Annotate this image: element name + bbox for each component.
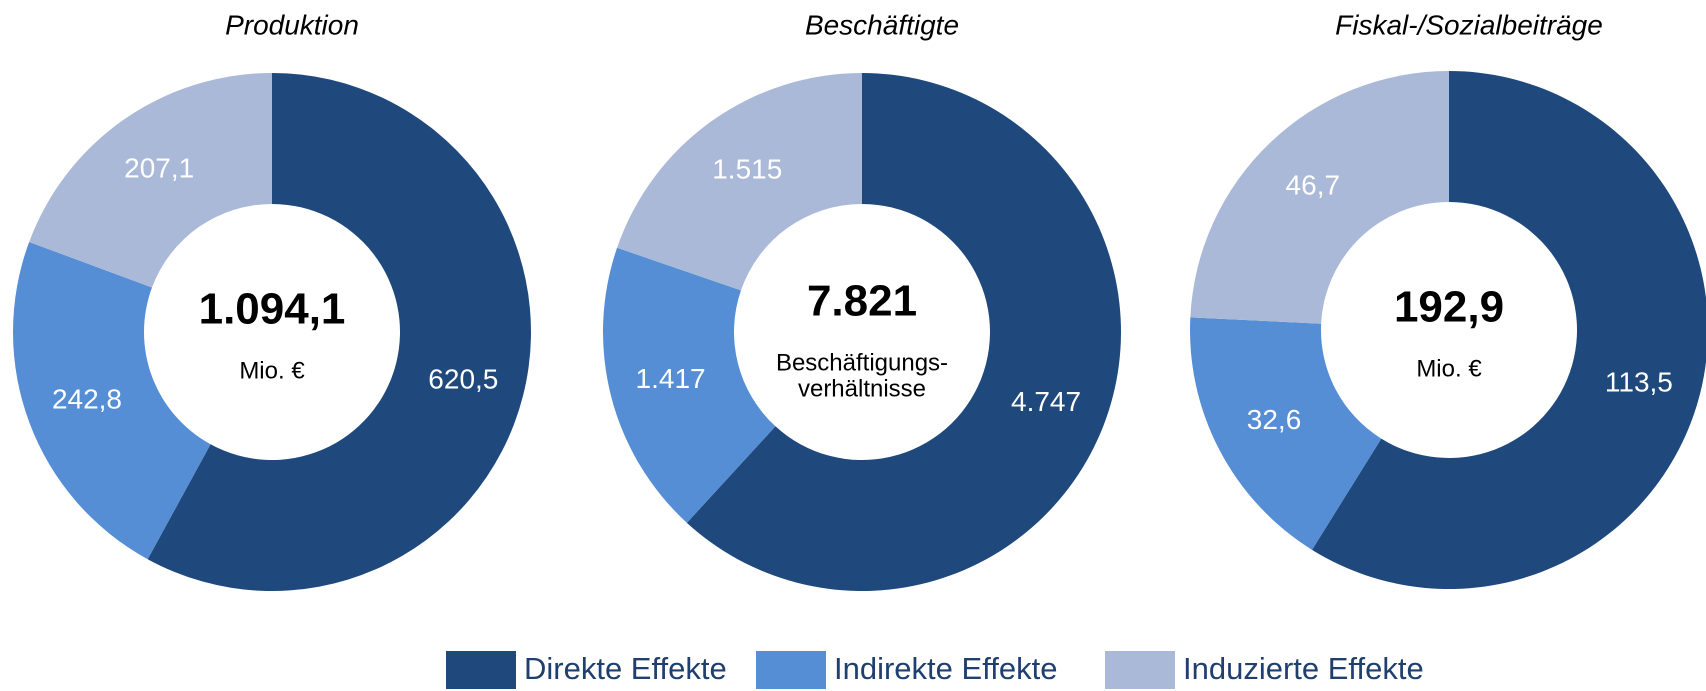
center-unit: Mio. € (239, 357, 305, 384)
center-unit: verhältnisse (798, 375, 926, 402)
chart-title: Beschäftigte (805, 9, 959, 40)
legend-label: Induzierte Effekte (1183, 651, 1424, 686)
data-label: 242,8 (52, 383, 122, 414)
donut-slice (29, 72, 273, 288)
center-total: 192,9 (1394, 283, 1504, 332)
center-total: 7.821 (807, 277, 917, 326)
donut-slice (13, 241, 211, 560)
data-label: 113,5 (1605, 367, 1673, 398)
center-total: 1.094,1 (199, 285, 346, 334)
data-label: 32,6 (1247, 404, 1302, 435)
data-label: 1.417 (636, 363, 706, 394)
data-label: 4.747 (1011, 386, 1081, 417)
chart-title: Produktion (225, 9, 359, 40)
legend-label: Indirekte Effekte (834, 651, 1057, 686)
data-label: 1.515 (712, 154, 782, 185)
data-label: 46,7 (1286, 169, 1341, 200)
legend-swatch (1105, 651, 1175, 689)
center-unit: Mio. € (1416, 355, 1482, 382)
center-unit: Beschäftigungs- (776, 349, 948, 376)
donut-slice (1190, 317, 1382, 550)
data-label: 620,5 (428, 363, 498, 394)
data-label: 207,1 (124, 152, 194, 183)
donut-slice (617, 72, 862, 291)
donut-slice (602, 247, 776, 523)
chart-title: Fiskal-/Sozialbeiträge (1335, 9, 1603, 40)
donut-slice (1312, 71, 1706, 589)
donut-slice (686, 73, 1121, 591)
legend-swatch (756, 651, 826, 689)
donut-slice (1190, 71, 1449, 324)
legend-label: Direkte Effekte (524, 651, 727, 686)
legend-swatch (446, 651, 516, 689)
donut-slice (147, 73, 531, 591)
